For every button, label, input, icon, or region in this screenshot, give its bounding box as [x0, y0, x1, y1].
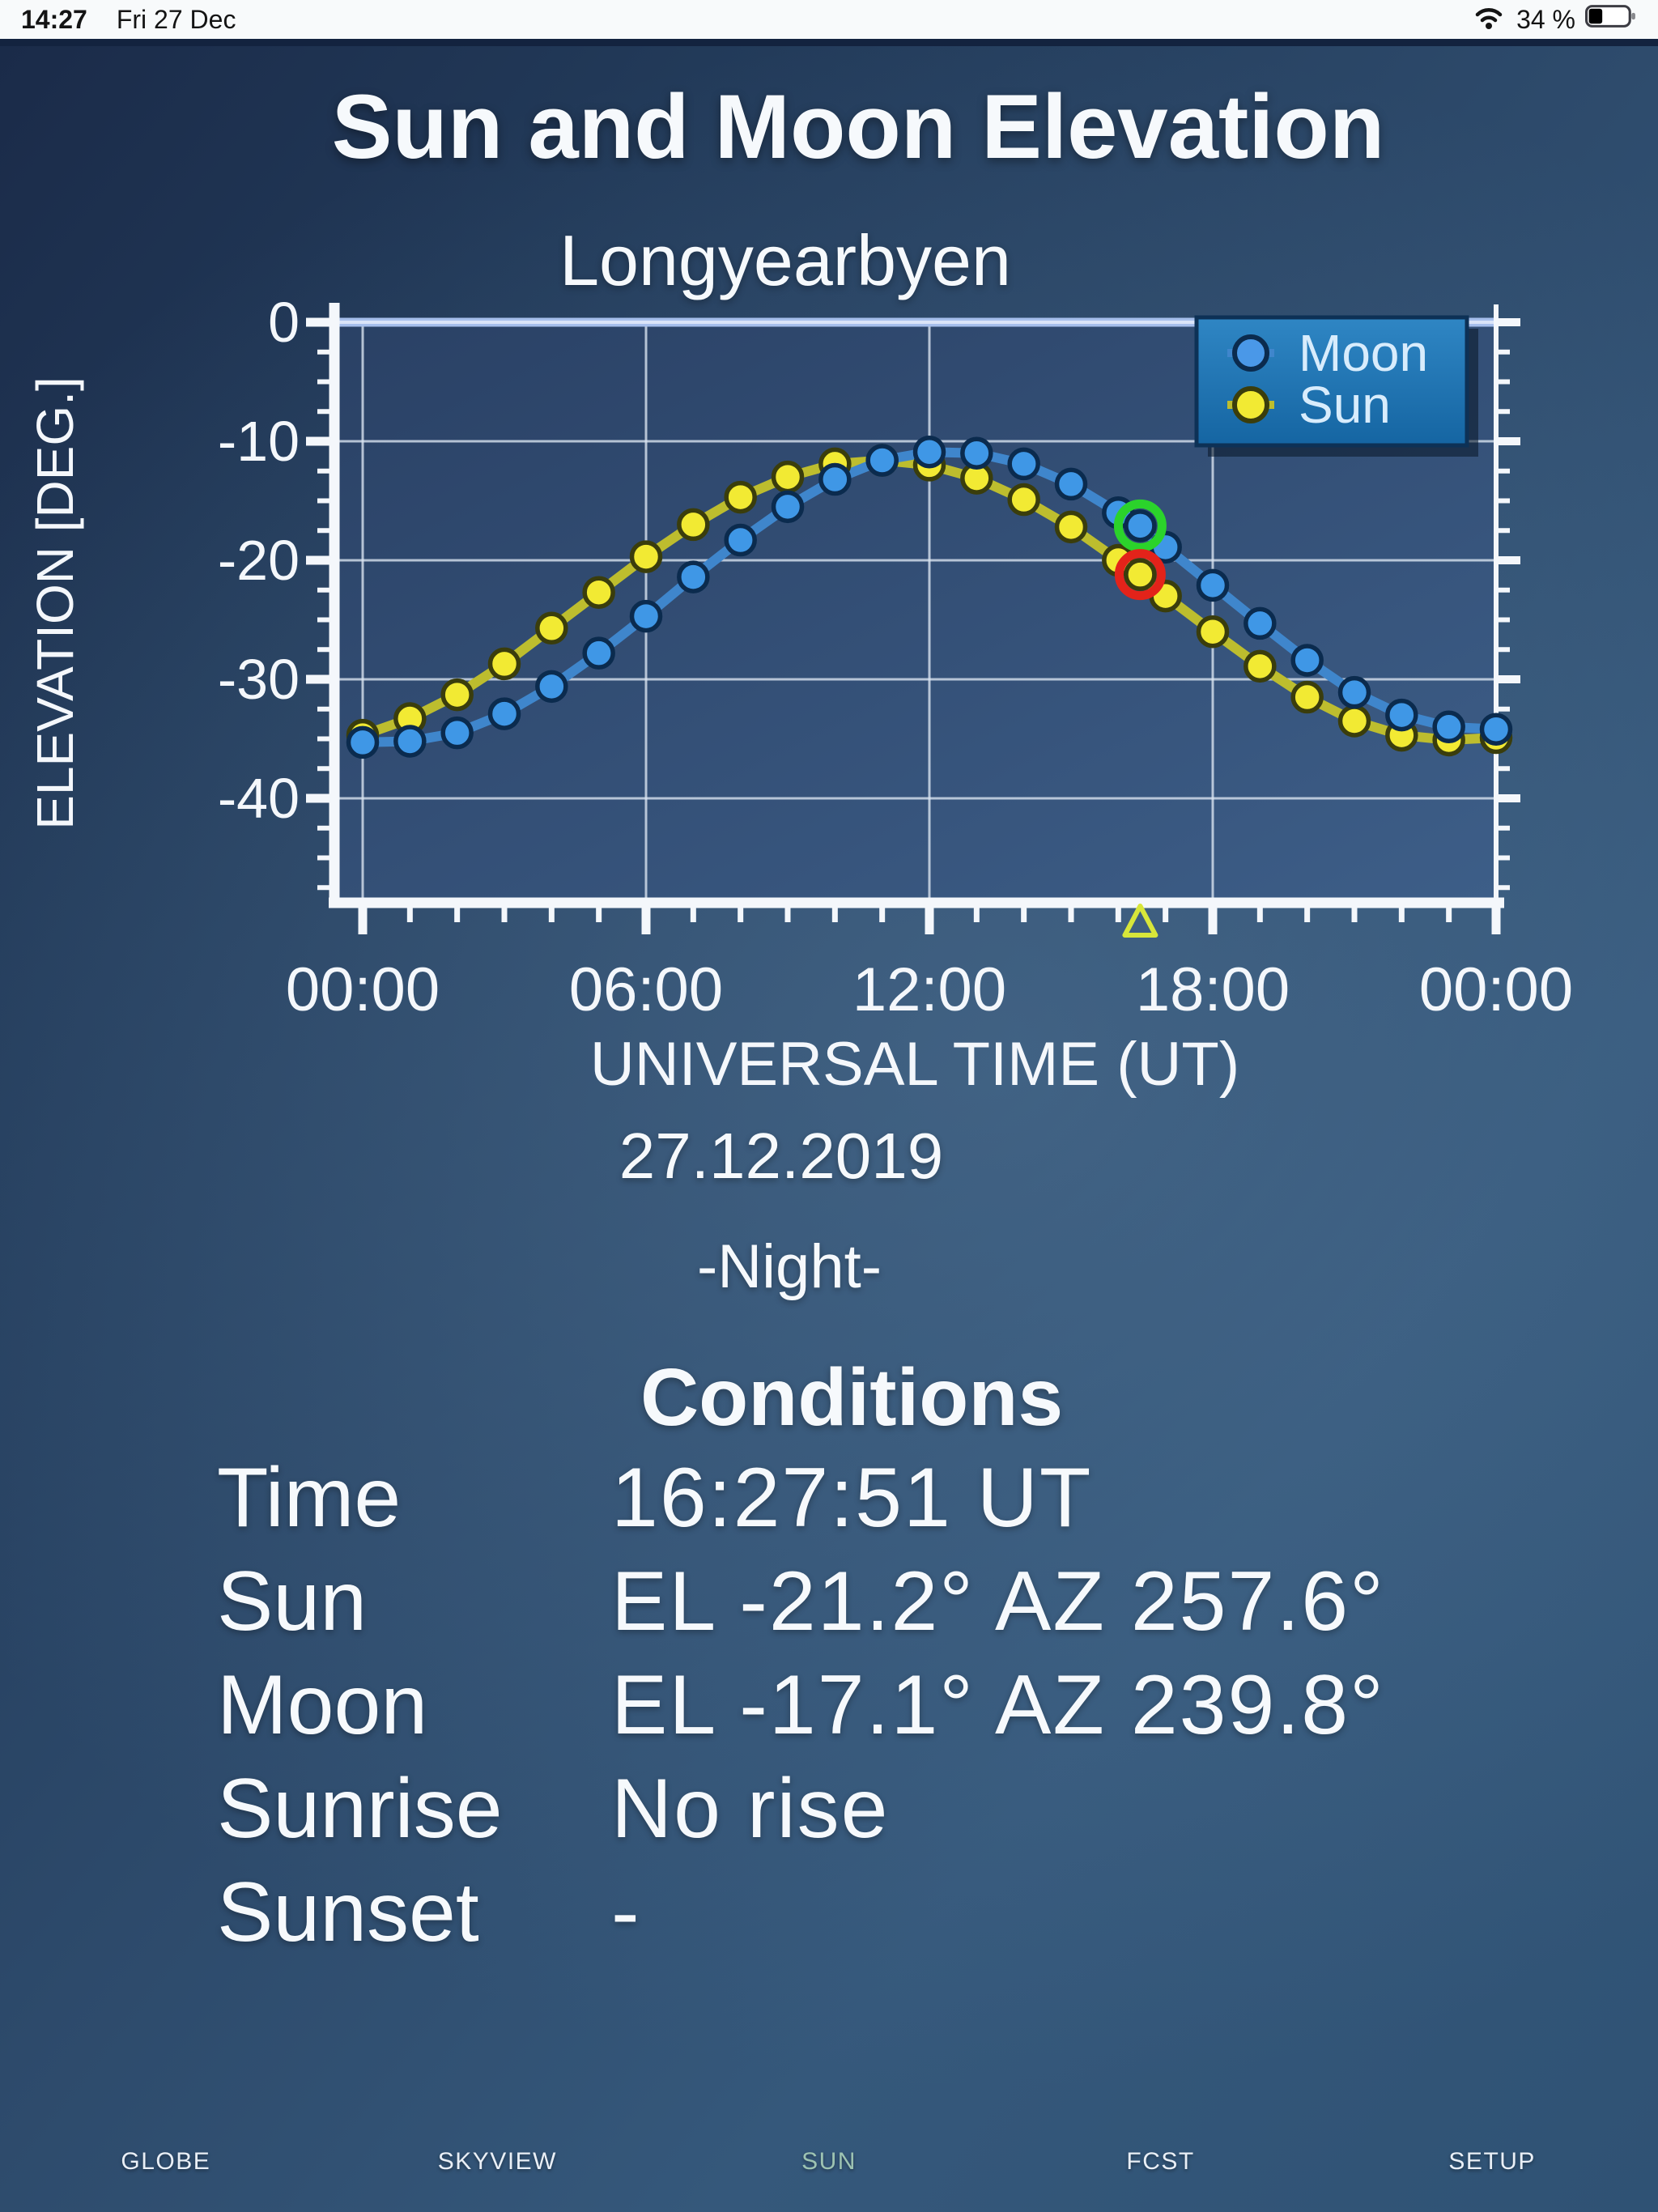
svg-text:0: 0 — [268, 291, 300, 354]
condition-row-sun: Sun EL -21.2° AZ 257.6° — [217, 1550, 1609, 1653]
chart-date: 27.12.2019 — [619, 1120, 944, 1192]
condition-row-time: Time 16:27:51 UT — [217, 1446, 1609, 1550]
tab-skyview[interactable]: SKYVIEW — [437, 2148, 557, 2175]
condition-value: EL -17.1° AZ 239.8° — [611, 1658, 1385, 1752]
condition-label: Time — [217, 1451, 402, 1545]
condition-row-sunset: Sunset - — [217, 1861, 1609, 1964]
condition-row-moon: Moon EL -17.1° AZ 239.8° — [217, 1653, 1609, 1757]
svg-text:00:00: 00:00 — [286, 955, 440, 1024]
svg-text:00:00: 00:00 — [1419, 955, 1573, 1024]
battery-percent: 34 % — [1516, 4, 1575, 34]
condition-value: EL -21.2° AZ 257.6° — [611, 1555, 1385, 1648]
status-date: Fri 27 Dec — [116, 4, 236, 34]
conditions-table: Time 16:27:51 UT Sun EL -21.2° AZ 257.6°… — [217, 1446, 1609, 1964]
location-subtitle: Longyearbyen — [559, 220, 1011, 300]
tab-setup[interactable]: SETUP — [1448, 2148, 1536, 2175]
tab-fcst[interactable]: FCST — [1126, 2148, 1195, 2175]
condition-row-sunrise: Sunrise No rise — [217, 1757, 1609, 1861]
svg-text:Sun: Sun — [1299, 376, 1391, 434]
condition-label: Sun — [217, 1555, 368, 1648]
bottom-tab-bar: GLOBE SKYVIEW SUN FCST SETUP — [0, 2138, 1658, 2186]
condition-label: Sunrise — [217, 1762, 503, 1856]
status-bar: 14:27 Fri 27 Dec 34 % — [0, 0, 1658, 39]
svg-text:Moon: Moon — [1299, 324, 1428, 382]
svg-text:-40: -40 — [218, 767, 300, 830]
elevation-chart[interactable]: 0 -10 -20 -30 -40 00:00 06:00 12:00 18:00 00:00 UN… — [0, 0, 1658, 1117]
statusbar-divider — [0, 39, 1658, 46]
svg-text:ELEVATION [DEG.]: ELEVATION [DEG.] — [26, 376, 84, 830]
page-title: Sun and Moon Elevation — [331, 76, 1385, 177]
condition-label: Moon — [217, 1658, 428, 1752]
conditions-heading: Conditions — [640, 1352, 1064, 1443]
svg-text:06:00: 06:00 — [569, 955, 723, 1024]
condition-value: 16:27:51 UT — [611, 1451, 1093, 1545]
condition-value: - — [611, 1865, 641, 1959]
svg-text:-20: -20 — [218, 529, 300, 592]
battery-icon — [1585, 3, 1637, 36]
wifi-icon — [1471, 2, 1507, 36]
status-time: 14:27 — [21, 4, 87, 34]
svg-text:UNIVERSAL TIME (UT): UNIVERSAL TIME (UT) — [590, 1030, 1239, 1099]
tab-globe[interactable]: GLOBE — [121, 2148, 211, 2175]
svg-text:-10: -10 — [218, 410, 300, 473]
svg-text:-30: -30 — [218, 648, 300, 711]
condition-value: No rise — [611, 1762, 890, 1856]
condition-label: Sunset — [217, 1865, 479, 1959]
night-status: -Night- — [696, 1232, 882, 1301]
tab-sun[interactable]: SUN — [801, 2148, 857, 2175]
svg-text:18:00: 18:00 — [1136, 955, 1290, 1024]
svg-text:12:00: 12:00 — [852, 955, 1006, 1024]
